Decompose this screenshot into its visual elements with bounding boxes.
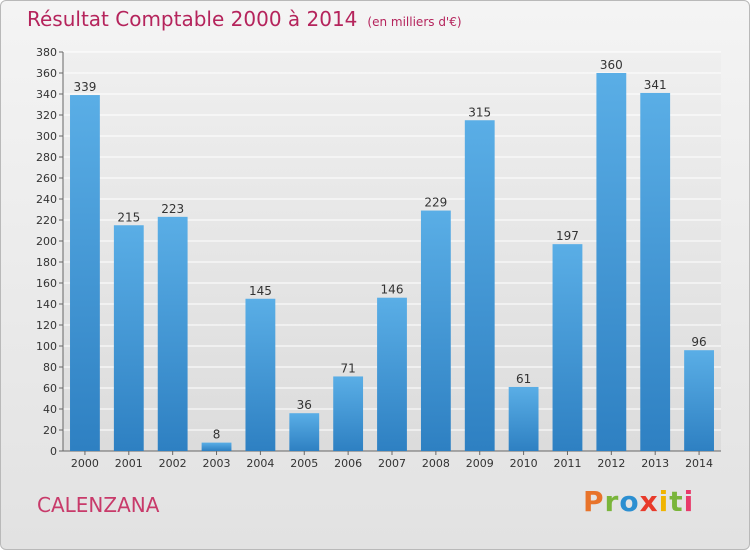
y-tick-label: 260	[36, 172, 57, 185]
bar-2000	[70, 95, 100, 452]
x-tick-label: 2003	[203, 457, 231, 470]
bar-value-label: 339	[73, 80, 96, 94]
y-tick-label: 100	[36, 340, 57, 353]
y-tick-label: 380	[36, 46, 57, 59]
y-tick-label: 240	[36, 193, 57, 206]
bar-value-label: 36	[297, 398, 312, 412]
bar-2013	[640, 92, 671, 451]
bar-value-label: 8	[213, 428, 221, 442]
logo-letter: x	[639, 485, 659, 518]
y-tick-label: 120	[36, 319, 57, 332]
bar-value-label: 197	[556, 229, 579, 243]
bar-value-label: 61	[516, 372, 531, 386]
x-tick-label: 2010	[510, 457, 538, 470]
y-tick-label: 360	[36, 67, 57, 80]
bar-value-label: 96	[691, 335, 706, 349]
y-tick-label: 200	[36, 235, 57, 248]
x-tick-label: 2000	[71, 457, 99, 470]
bar-2010	[508, 386, 539, 451]
bar-value-label: 145	[249, 284, 272, 298]
chart-title: Résultat Comptable 2000 à 2014 (en millie…	[27, 7, 462, 31]
bar-2006	[333, 376, 364, 451]
bar-2004	[245, 298, 276, 451]
bar-value-label: 215	[117, 210, 140, 224]
bar-value-label: 71	[340, 361, 355, 375]
logo-letter: t	[669, 485, 684, 518]
x-tick-label: 2004	[246, 457, 274, 470]
bar-value-label: 360	[600, 58, 623, 72]
y-tick-label: 300	[36, 130, 57, 143]
bar-2011	[552, 244, 583, 451]
x-tick-label: 2002	[159, 457, 187, 470]
x-tick-label: 2009	[466, 457, 494, 470]
title-text: Résultat Comptable 2000 à 2014	[27, 7, 358, 31]
bar-2001	[113, 225, 144, 451]
y-tick-label: 280	[36, 151, 57, 164]
y-tick-label: 160	[36, 277, 57, 290]
bar-2012	[596, 73, 627, 451]
bar-value-label: 341	[644, 78, 667, 92]
logo-letter: i	[658, 485, 670, 518]
logo-letter: P	[583, 485, 605, 518]
x-tick-label: 2008	[422, 457, 450, 470]
bar-2009	[464, 120, 495, 451]
y-tick-label: 320	[36, 109, 57, 122]
y-tick-label: 20	[43, 424, 57, 437]
y-tick-label: 80	[43, 361, 57, 374]
y-tick-label: 340	[36, 88, 57, 101]
x-tick-label: 2007	[378, 457, 406, 470]
logo-letter: o	[619, 485, 640, 518]
logo-letter: r	[604, 485, 620, 518]
x-tick-label: 2006	[334, 457, 362, 470]
bar-2005	[289, 413, 320, 451]
y-tick-label: 180	[36, 256, 57, 269]
y-tick-label: 0	[50, 445, 57, 458]
proxiti-logo: Proxiti	[583, 485, 694, 518]
unit-label: (en milliers d'€)	[367, 15, 462, 29]
x-tick-label: 2011	[553, 457, 581, 470]
logo-letter: i	[683, 485, 695, 518]
bar-2014	[684, 350, 714, 451]
x-tick-label: 2001	[115, 457, 143, 470]
bar-2003	[201, 442, 232, 451]
x-tick-label: 2013	[641, 457, 669, 470]
bar-2008	[420, 210, 451, 451]
bar-2007	[377, 297, 407, 451]
x-tick-label: 2005	[290, 457, 318, 470]
x-tick-label: 2012	[597, 457, 625, 470]
y-tick-label: 220	[36, 214, 57, 227]
y-tick-label: 140	[36, 298, 57, 311]
bar-value-label: 146	[381, 283, 404, 297]
y-tick-label: 40	[43, 403, 57, 416]
bar-value-label: 229	[424, 196, 447, 210]
y-tick-label: 60	[43, 382, 57, 395]
bar-value-label: 315	[468, 105, 491, 119]
bar-value-label: 223	[161, 202, 184, 216]
bar-2002	[157, 216, 188, 451]
x-tick-label: 2014	[685, 457, 713, 470]
city-name: CALENZANA	[37, 493, 160, 517]
